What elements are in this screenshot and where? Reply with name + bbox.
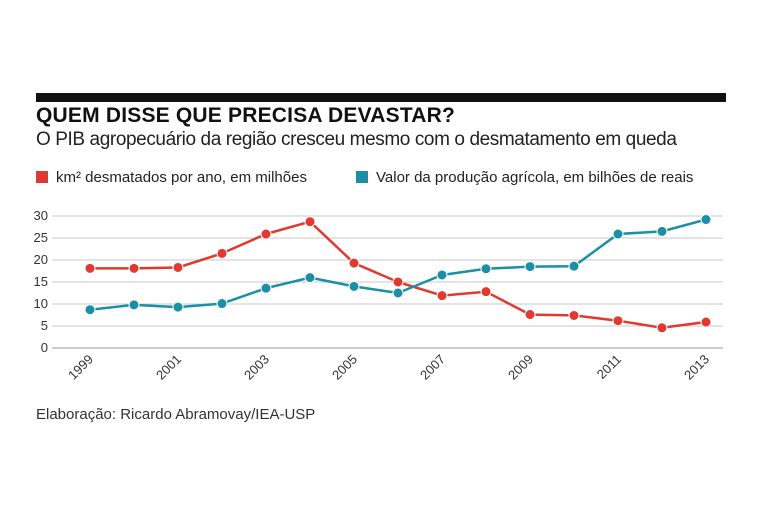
data-point-agri-production (84, 304, 96, 316)
data-point-agri-production (612, 228, 624, 240)
y-tick-label: 10 (34, 296, 48, 311)
legend-item-deforestation: km² desmatados por ano, em milhões (36, 167, 307, 187)
data-point-deforestation (304, 216, 316, 228)
data-point-agri-production (348, 280, 360, 292)
data-point-agri-production (260, 282, 272, 294)
source-credit: Elaboração: Ricardo Abramovay/IEA-USP (36, 406, 316, 423)
data-point-agri-production (568, 260, 580, 272)
legend-swatch-agri-production (356, 171, 368, 183)
top-rule (36, 93, 726, 102)
data-point-deforestation (436, 290, 448, 302)
data-point-deforestation (128, 262, 140, 274)
data-point-agri-production (700, 214, 712, 226)
chart-subtitle: O PIB agropecuário da região cresceu mes… (36, 129, 677, 150)
data-point-deforestation (392, 276, 404, 288)
y-tick-label: 30 (34, 208, 48, 223)
data-point-deforestation (524, 309, 536, 321)
x-tick-label: 2009 (505, 352, 536, 383)
y-tick-label: 20 (34, 252, 48, 267)
data-point-agri-production (656, 225, 668, 237)
data-point-agri-production (304, 272, 316, 284)
data-point-agri-production (480, 263, 492, 275)
data-point-deforestation (172, 261, 184, 273)
legend-item-agri-production: Valor da produção agrícola, em bilhões d… (356, 167, 693, 187)
data-point-deforestation (480, 286, 492, 298)
legend-label-deforestation: km² desmatados por ano, em milhões (56, 168, 307, 186)
chart-title: QUEM DISSE QUE PRECISA DEVASTAR? (36, 104, 456, 127)
data-point-agri-production (172, 301, 184, 313)
data-point-deforestation (260, 228, 272, 240)
data-point-agri-production (392, 287, 404, 299)
x-tick-label: 1999 (65, 352, 96, 383)
data-point-deforestation (216, 247, 228, 259)
data-point-deforestation (612, 315, 624, 327)
data-point-deforestation (568, 309, 580, 321)
x-tick-label: 2003 (241, 352, 272, 383)
x-tick-label: 2013 (681, 352, 712, 383)
x-tick-label: 2007 (417, 352, 448, 383)
y-tick-label: 25 (34, 230, 48, 245)
data-point-deforestation (700, 316, 712, 328)
data-point-deforestation (84, 262, 96, 274)
data-point-agri-production (216, 298, 228, 310)
legend-swatch-deforestation (36, 171, 48, 183)
data-point-agri-production (128, 299, 140, 311)
data-point-deforestation (348, 257, 360, 269)
data-point-agri-production (436, 269, 448, 281)
x-tick-label: 2011 (594, 352, 624, 382)
legend-label-agri-production: Valor da produção agrícola, em bilhões d… (376, 168, 694, 186)
x-tick-label: 2005 (329, 352, 360, 383)
x-tick-label: 2001 (153, 352, 184, 383)
data-point-deforestation (656, 322, 668, 334)
y-tick-label: 5 (41, 318, 48, 333)
y-tick-label: 15 (34, 274, 48, 289)
data-point-agri-production (524, 261, 536, 273)
y-tick-label: 0 (41, 340, 48, 355)
